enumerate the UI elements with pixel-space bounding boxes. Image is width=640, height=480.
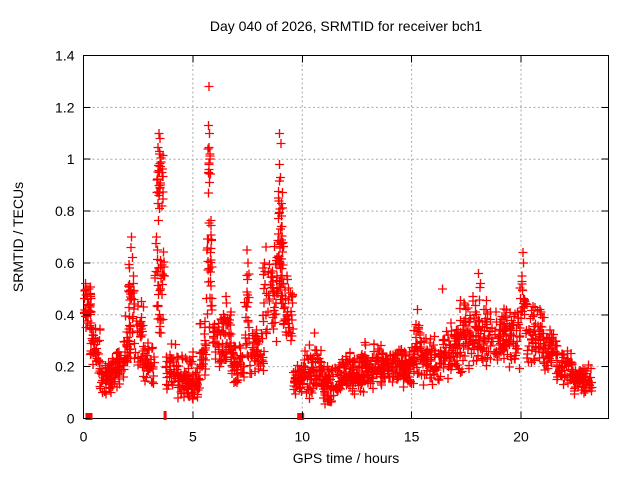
y-tick-label: 0.8 xyxy=(55,203,75,219)
axis-ticks xyxy=(83,55,609,419)
y-tick-label: 0.4 xyxy=(55,307,75,323)
y-tick-label: 1.4 xyxy=(55,48,75,64)
y-tick-label: 0 xyxy=(67,411,75,427)
baseline-markers xyxy=(85,411,305,420)
x-tick-label: 5 xyxy=(189,429,197,445)
baseline-square-marker xyxy=(297,413,305,420)
y-tick-label: 0.6 xyxy=(55,255,75,271)
x-tick-label: 20 xyxy=(513,429,529,445)
chart-title: Day 040 of 2026, SRMTID for receiver bch… xyxy=(210,18,483,34)
y-tick-label: 1.2 xyxy=(55,99,75,115)
x-tick-label: 15 xyxy=(404,429,420,445)
x-tick-label: 0 xyxy=(80,429,88,445)
x-tick-label: 10 xyxy=(294,429,310,445)
y-tick-label: 1 xyxy=(67,151,75,167)
y-tick-label: 0.2 xyxy=(55,359,75,375)
tick-labels: 0 5 10 15 20 0 0.2 0.4 0.6 0.8 1 1.2 1.4 xyxy=(55,48,529,445)
data-points xyxy=(80,82,597,409)
baseline-square-marker xyxy=(85,413,93,420)
baseline-tick-marker xyxy=(163,411,167,420)
x-axis-label: GPS time / hours xyxy=(293,450,400,466)
y-axis-label: SRMTID / TECUs xyxy=(10,182,26,292)
